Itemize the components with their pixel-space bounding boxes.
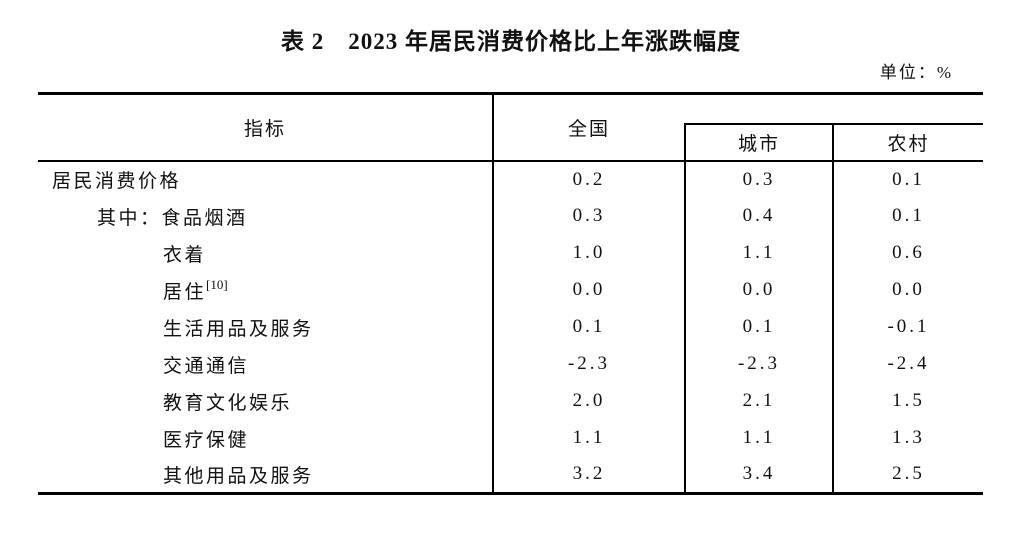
header-row-sub: 城市 农村 bbox=[38, 123, 983, 162]
urban-value-cell: 0.3 bbox=[685, 160, 834, 198]
header-spacer bbox=[685, 93, 983, 125]
national-value-cell: 0.0 bbox=[493, 271, 686, 309]
table-container: 单位：% 指标 全国 城市 农村 居民消费价格 0.2 0.3 0.1 bbox=[38, 58, 983, 495]
indicator-label: 教育文化娱乐 bbox=[163, 392, 293, 414]
indicator-label: 其中：食品烟酒 bbox=[97, 207, 248, 229]
indicator-cell: 教育文化娱乐 bbox=[38, 382, 494, 420]
indicator-cell: 生活用品及服务 bbox=[38, 308, 494, 346]
unit-label: 单位：% bbox=[879, 63, 953, 82]
urban-value-cell: 2.1 bbox=[685, 382, 834, 420]
table-row: 交通通信 -2.3 -2.3 -2.4 bbox=[38, 345, 983, 383]
rural-value-cell: 0.1 bbox=[892, 168, 925, 190]
table-row: 其他用品及服务 3.2 3.4 2.5 bbox=[38, 456, 983, 494]
indicator-label: 衣着 bbox=[163, 244, 207, 266]
rural-value-cell: 1.5 bbox=[892, 390, 925, 411]
national-value-cell: 0.3 bbox=[493, 197, 686, 235]
urban-value-cell: 1.1 bbox=[685, 419, 834, 457]
indicator-cell: 衣着 bbox=[38, 234, 494, 272]
national-value-cell: 1.1 bbox=[493, 419, 686, 457]
table-title: 表 2 2023 年居民消费价格比上年涨跌幅度 bbox=[281, 29, 741, 54]
rural-value-cell: 0.6 bbox=[892, 242, 925, 263]
rural-value-cell: 1.3 bbox=[892, 427, 925, 448]
table-row: 生活用品及服务 0.1 0.1 -0.1 bbox=[38, 308, 983, 346]
rural-value-cell: 0.1 bbox=[892, 205, 925, 226]
header-row-top: 指标 全国 bbox=[38, 93, 983, 162]
national-value-cell: 1.0 bbox=[493, 234, 686, 272]
col-header-national: 全国 bbox=[493, 93, 685, 162]
footnote-ref: [10] bbox=[206, 277, 228, 293]
indicator-cell: 居民消费价格 bbox=[38, 160, 494, 198]
indicator-cell: 交通通信 bbox=[38, 345, 494, 383]
col-header-indicator: 指标 bbox=[38, 93, 494, 162]
indicator-cell: 其中：食品烟酒 bbox=[38, 197, 494, 235]
indicator-cell: 其他用品及服务 bbox=[38, 456, 494, 494]
rural-value-cell: -0.1 bbox=[887, 316, 930, 337]
indicator-cell: 医疗保健 bbox=[38, 419, 494, 457]
table-row: 居住[10] 0.0 0.0 0.0 bbox=[38, 271, 983, 309]
rural-value-cell: 2.5 bbox=[892, 463, 925, 485]
table-row: 其中：食品烟酒 0.3 0.4 0.1 bbox=[38, 197, 983, 235]
table-row: 居民消费价格 0.2 0.3 0.1 bbox=[38, 160, 983, 198]
indicator-label: 医疗保健 bbox=[163, 429, 250, 451]
col-header-urban: 城市 bbox=[684, 123, 834, 162]
national-value-cell: 2.0 bbox=[493, 382, 686, 420]
indicator-label: 其他用品及服务 bbox=[163, 465, 314, 487]
national-value-cell: 3.2 bbox=[493, 456, 686, 494]
table-row: 衣着 1.0 1.1 0.6 bbox=[38, 234, 983, 272]
national-value-cell: 0.2 bbox=[493, 160, 686, 198]
urban-value-cell: 0.1 bbox=[685, 308, 834, 346]
rural-value-cell: -2.4 bbox=[887, 353, 930, 374]
urban-value-cell: -2.3 bbox=[685, 345, 834, 383]
indicator-label: 生活用品及服务 bbox=[163, 318, 314, 340]
col-header-rural: 农村 bbox=[833, 123, 983, 162]
urban-value-cell: 1.1 bbox=[685, 234, 834, 272]
urban-value-cell: 3.4 bbox=[685, 456, 834, 494]
urban-value-cell: 0.4 bbox=[685, 197, 834, 235]
indicator-label: 交通通信 bbox=[163, 355, 250, 377]
national-value-cell: 0.1 bbox=[493, 308, 686, 346]
urban-value-cell: 0.0 bbox=[685, 271, 834, 309]
national-value-cell: -2.3 bbox=[493, 345, 686, 383]
table-row: 教育文化娱乐 2.0 2.1 1.5 bbox=[38, 382, 983, 420]
table-row: 医疗保健 1.1 1.1 1.3 bbox=[38, 419, 983, 457]
indicator-label: 居民消费价格 bbox=[52, 171, 182, 192]
rural-value-cell: 0.0 bbox=[892, 279, 925, 300]
indicator-label: 居住 bbox=[163, 281, 207, 303]
indicator-cell: 居住[10] bbox=[38, 271, 494, 309]
cpi-table: 指标 全国 城市 农村 居民消费价格 0.2 0.3 0.1 其中：食品烟酒 0… bbox=[38, 92, 983, 495]
